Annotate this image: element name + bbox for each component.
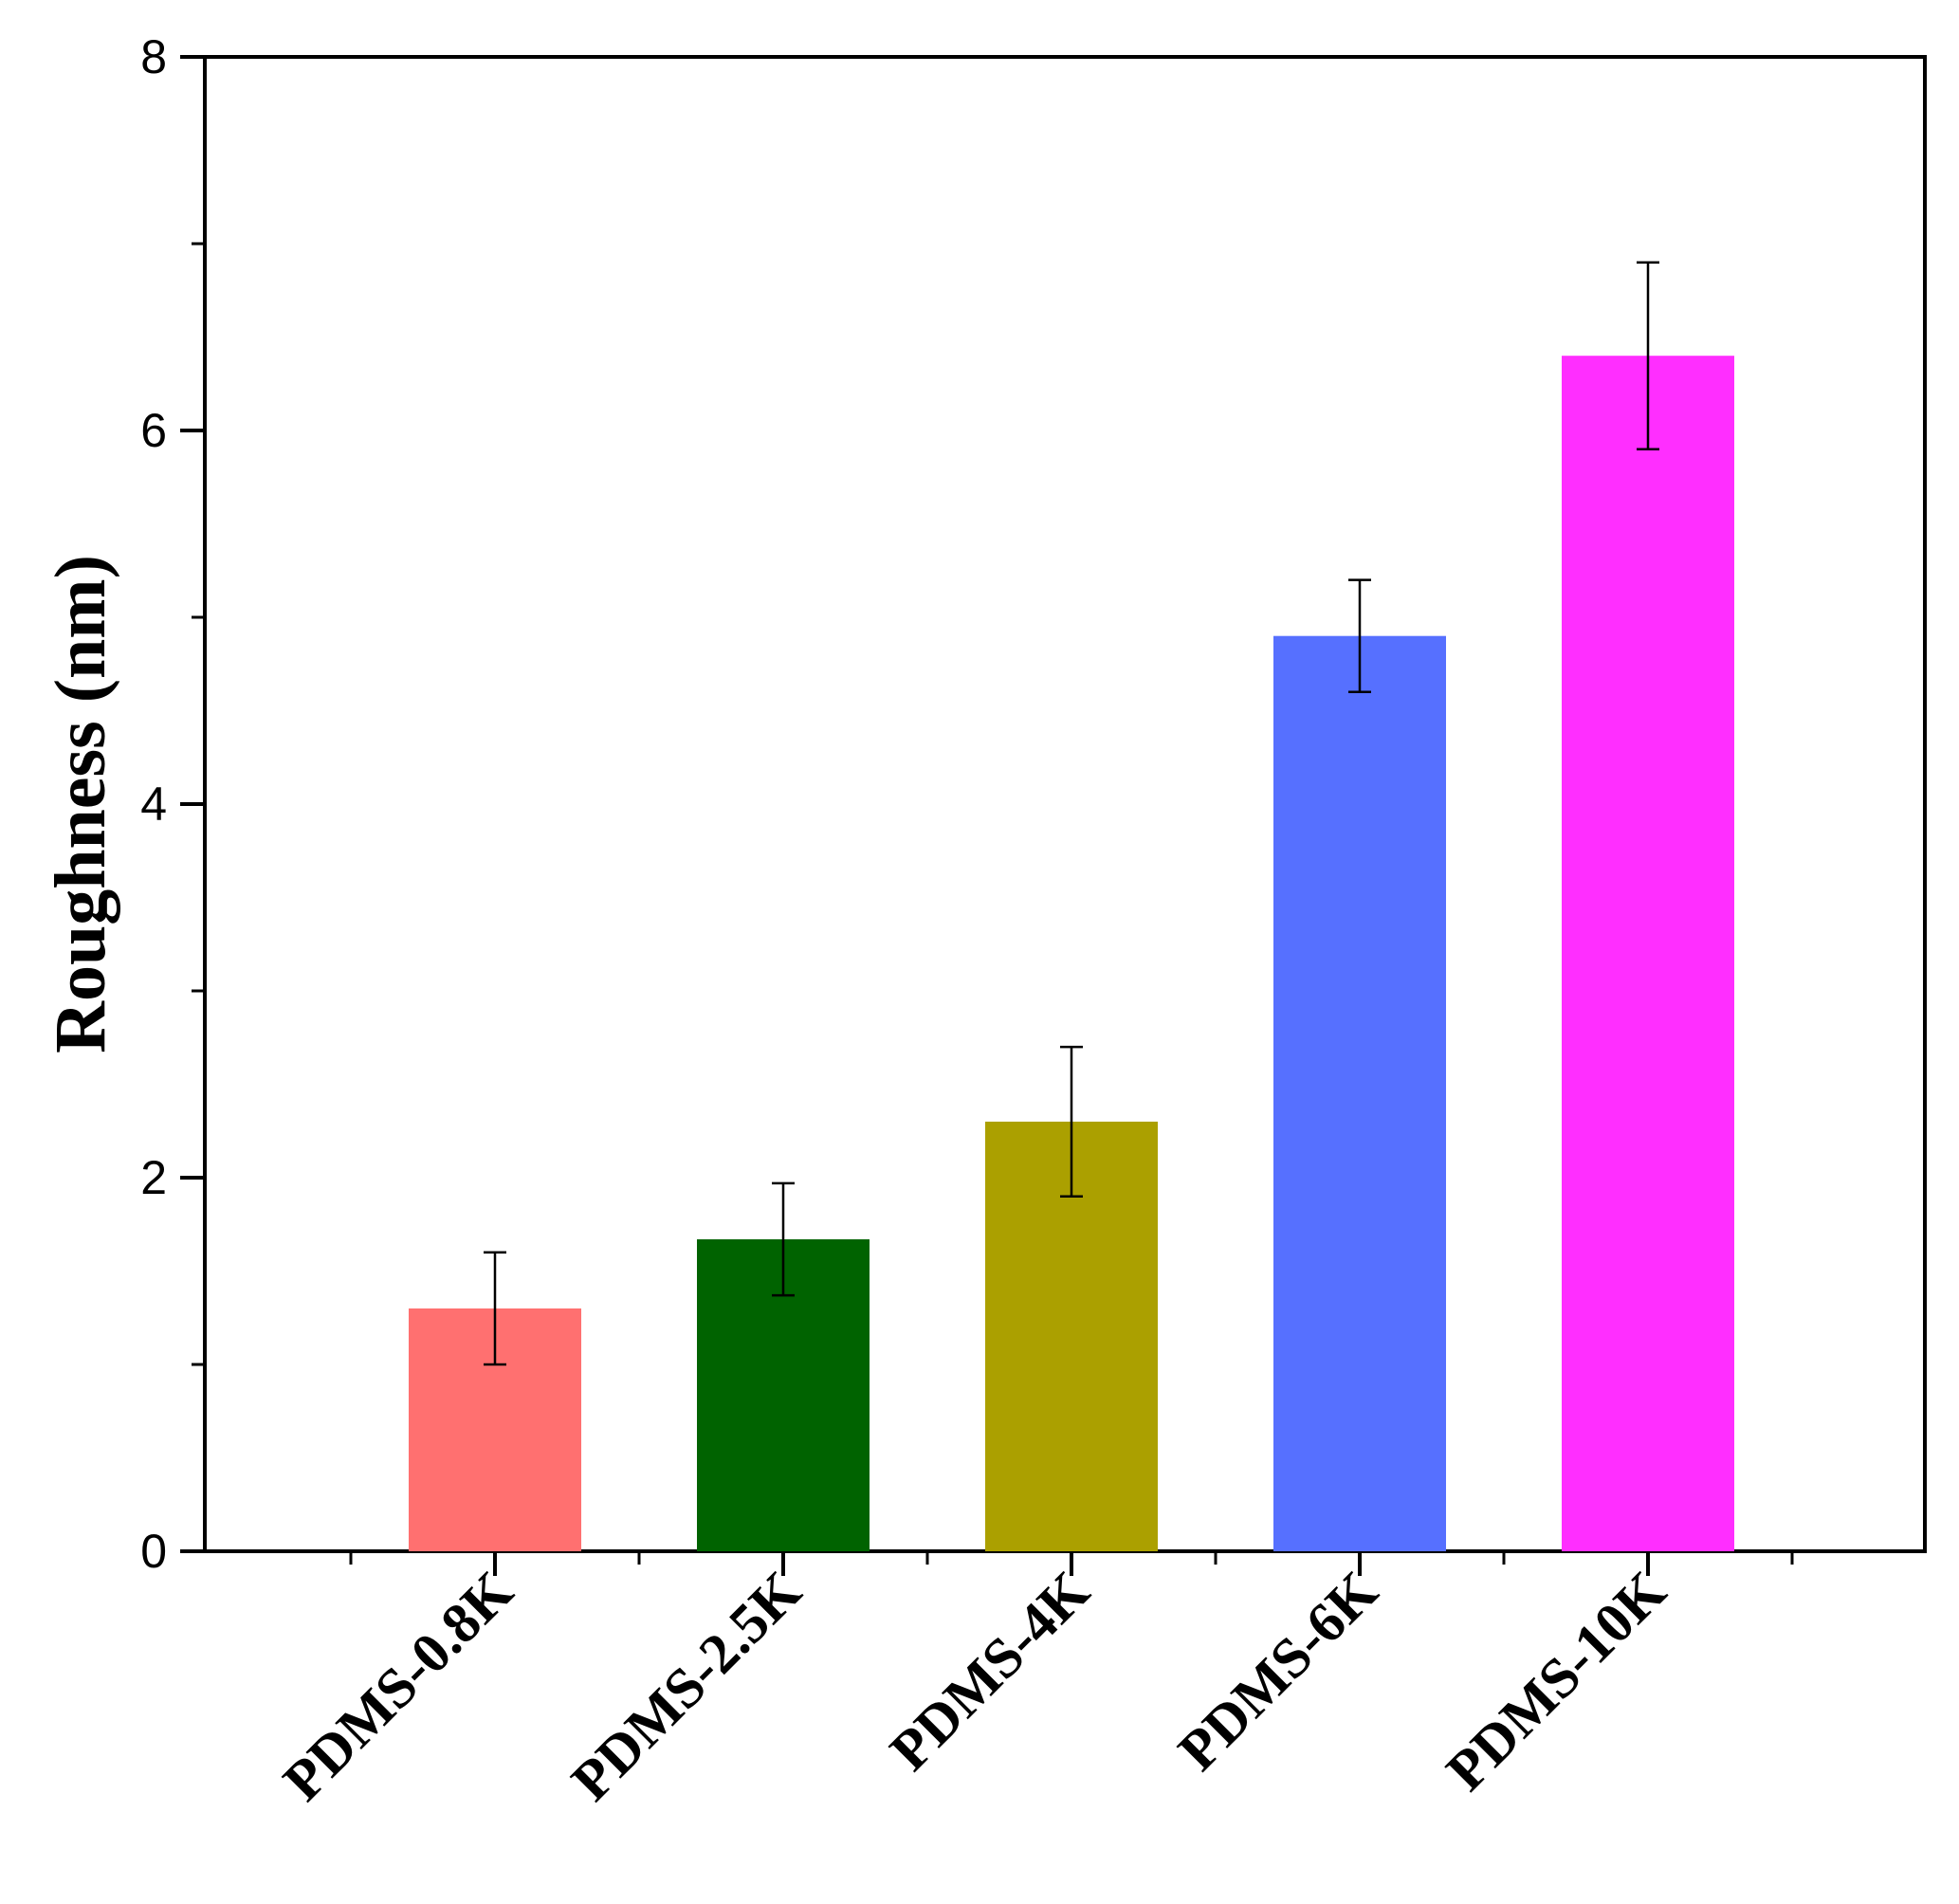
error-bars-group xyxy=(484,261,1659,1366)
y-tick-label-0: 0 xyxy=(140,1525,167,1578)
y-axis-title: Roughness (nm) xyxy=(41,555,120,1053)
x-tick-label-pdms-6k: PDMS-6K xyxy=(1166,1559,1389,1782)
x-tick-label-pdms-2-5k: PDMS-2.5K xyxy=(559,1559,813,1812)
y-tick-label-8: 8 xyxy=(140,30,167,83)
bars-group xyxy=(409,356,1734,1552)
axes-group xyxy=(180,55,1794,1576)
bar-pdms-10k xyxy=(1562,356,1734,1552)
y-tick-label-2: 2 xyxy=(140,1151,167,1204)
y-tick-label-4: 4 xyxy=(140,778,167,831)
x-tick-label-pdms-4k: PDMS-4K xyxy=(878,1559,1101,1782)
y-tick-label-6: 6 xyxy=(140,404,167,457)
x-tick-label-pdms-10k: PDMS-10K xyxy=(1435,1559,1678,1803)
bar-pdms-6k xyxy=(1273,635,1446,1551)
x-tick-label-pdms-0-8k: PDMS-0.8K xyxy=(271,1559,524,1812)
